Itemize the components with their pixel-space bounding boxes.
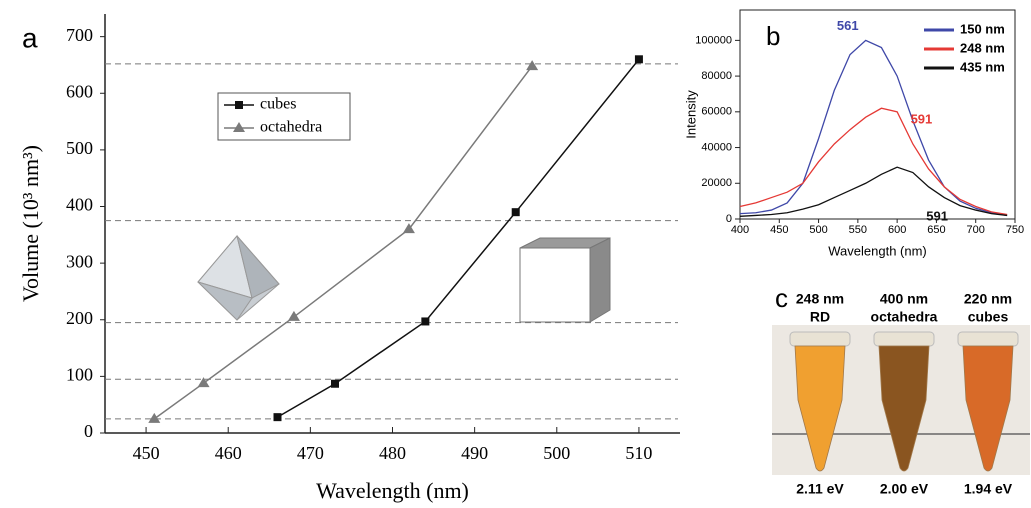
y-tick-label: 500 [66,138,93,158]
marker [421,317,429,325]
legend-label: 435 nm [960,59,1005,74]
y-tick-label: 40000 [701,141,732,153]
marker [526,60,538,70]
x-tick-label: 500 [809,224,827,236]
series-line [740,167,1007,216]
y-axis-label: Intensity [683,90,698,139]
y-tick-label: 0 [726,213,732,225]
y-tick-label: 0 [84,421,93,441]
tube-cap [790,332,850,346]
tube-cap [874,332,934,346]
sample-energy: 2.00 eV [880,481,929,497]
x-tick-label: 460 [215,443,242,463]
y-tick-label: 60000 [701,106,732,118]
legend-label: 248 nm [960,40,1005,55]
legend-marker [235,101,243,109]
x-tick-label: 510 [625,443,652,463]
legend-label: cubes [260,96,296,113]
marker [331,380,339,388]
x-tick-label: 550 [849,224,867,236]
sample-energy: 2.11 eV [796,481,844,497]
y-tick-label: 200 [66,308,93,328]
x-tick-label: 500 [543,443,570,463]
sample-size: 248 nm [796,291,844,307]
y-tick-label: 600 [66,81,93,101]
marker [198,377,210,387]
y-tick-label: 700 [66,25,93,45]
sample-energy: 1.94 eV [964,481,1013,497]
sample-size: 400 nm [880,291,928,307]
marker [288,311,300,321]
panel-label: b [766,21,780,51]
y-tick-label: 20000 [701,177,732,189]
x-tick-label: 450 [770,224,788,236]
x-tick-label: 650 [927,224,945,236]
y-tick-label: 100000 [695,34,732,46]
x-tick-label: 480 [379,443,406,463]
x-tick-label: 400 [731,224,749,236]
x-tick-label: 450 [133,443,160,463]
legend-label: 150 nm [960,21,1005,36]
figure: a 450 460 470 480 490 500 510 0 100 200 300 400 500 60… [0,0,1031,508]
sample-size: 220 nm [964,291,1012,307]
marker [274,413,282,421]
sample-shape: octahedra [871,309,938,325]
tube-cap [958,332,1018,346]
marker [512,208,520,216]
x-tick-label: 470 [297,443,324,463]
panel-label: c [775,283,788,313]
x-axis-label: Wavelength (nm) [316,478,469,503]
x-axis-label: Wavelength (nm) [828,243,927,258]
peak-label: 561 [837,18,859,33]
y-tick-label: 80000 [701,70,732,82]
marker [148,413,160,423]
sample-shape: RD [810,309,830,325]
x-tick-label: 700 [967,224,985,236]
x-tick-label: 750 [1006,224,1024,236]
marker [635,55,643,63]
sample-shape: cubes [968,309,1009,325]
octahedron-icon [198,236,279,320]
x-tick-label: 600 [888,224,906,236]
legend-label: octahedra [260,119,322,136]
series-line [740,108,1007,214]
y-axis-label: Volume (10³ nm³) [18,145,43,302]
panel-label: a [22,22,38,53]
y-tick-label: 100 [66,365,93,385]
y-tick-label: 300 [66,251,93,271]
x-tick-label: 490 [461,443,488,463]
peak-label: 591 [911,112,933,127]
y-tick-label: 400 [66,195,93,215]
peak-label: 591 [926,209,948,224]
cube-icon [520,238,610,322]
